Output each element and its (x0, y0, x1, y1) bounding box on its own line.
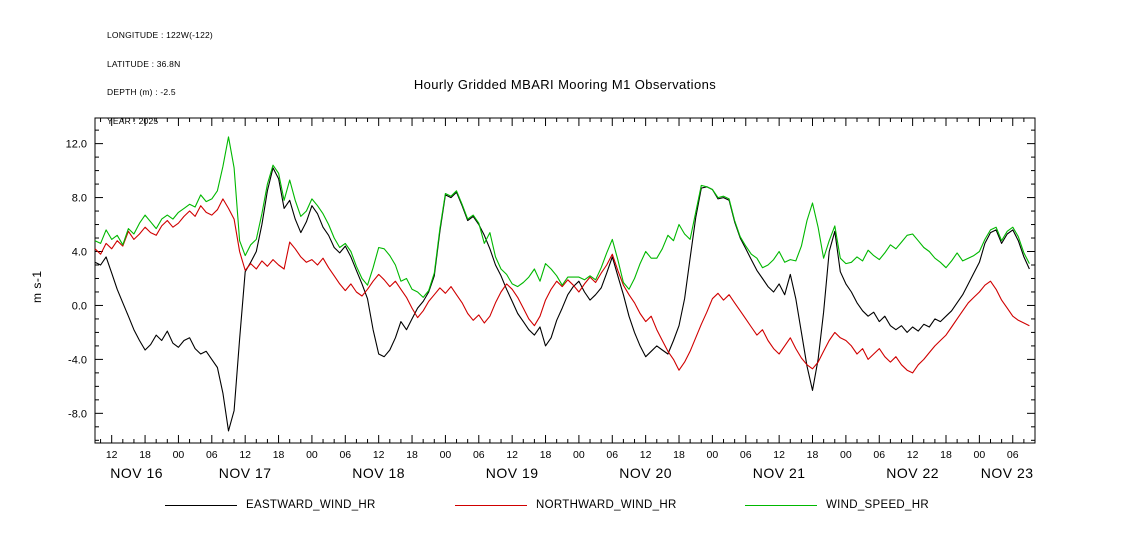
legend-label-northward: NORTHWARD_WIND_HR (536, 499, 677, 511)
x-tick-label: 12 (640, 449, 652, 461)
y-tick-label: 12.0 (66, 139, 87, 151)
y-tick-label: -8.0 (68, 408, 87, 420)
legend-item-eastward-wind: EASTWARD_WIND_HR (165, 499, 376, 511)
x-date-label: NOV 21 (753, 465, 806, 481)
legend: EASTWARD_WIND_HR NORTHWARD_WIND_HR WIND_… (0, 499, 1121, 519)
y-tick-label: -4.0 (68, 354, 87, 366)
x-tick-label: 06 (473, 449, 485, 461)
x-tick-label: 00 (840, 449, 852, 461)
x-tick-label: 06 (206, 449, 218, 461)
x-date-label: NOV 22 (886, 465, 939, 481)
x-tick-label: 18 (273, 449, 285, 461)
series-line-eastward_wind_hr (94, 167, 1030, 432)
x-date-label: NOV 23 (981, 465, 1034, 481)
x-date-label: NOV 17 (219, 465, 272, 481)
x-tick-label: 18 (807, 449, 819, 461)
series-line-wind_speed_hr (94, 136, 1030, 298)
legend-label-wind-speed: WIND_SPEED_HR (826, 499, 929, 511)
y-tick-label: 4.0 (72, 247, 87, 259)
x-date-label: NOV 20 (619, 465, 672, 481)
legend-item-wind-speed: WIND_SPEED_HR (745, 499, 929, 511)
x-date-label: NOV 16 (110, 465, 163, 481)
x-tick-label: 12 (506, 449, 518, 461)
legend-item-northward-wind: NORTHWARD_WIND_HR (455, 499, 677, 511)
meta-year: YEAR : 2025 (107, 115, 159, 126)
x-tick-label: 18 (139, 449, 151, 461)
x-tick-label: 18 (673, 449, 685, 461)
x-tick-label: 18 (540, 449, 552, 461)
x-tick-label: 00 (173, 449, 185, 461)
meta-latitude: LATITUDE : 36.8N (107, 58, 181, 69)
meta-longitude: LONGITUDE : 122W(-122) (107, 30, 213, 40)
series-line-northward_wind_hr (94, 198, 1030, 374)
plot-frame (94, 117, 1036, 444)
x-tick-label: 00 (306, 449, 318, 461)
x-date-label: NOV 18 (352, 465, 405, 481)
x-tick-label: 18 (940, 449, 952, 461)
y-tick-label: 8.0 (72, 193, 87, 205)
legend-line-swatch-eastward (165, 504, 237, 506)
legend-line-swatch-wind-speed (745, 504, 817, 506)
meta-depth: DEPTH (m) : -2.5 (107, 87, 176, 97)
chart-title: Hourly Gridded MBARI Mooring M1 Observat… (413, 77, 717, 92)
x-tick-label: 00 (573, 449, 585, 461)
metadata-block: LONGITUDE : 122W(-122) LATITUDE : 36.8N … (107, 12, 213, 145)
legend-label-eastward: EASTWARD_WIND_HR (246, 499, 376, 511)
x-tick-label: 12 (907, 449, 919, 461)
x-tick-label: 06 (873, 449, 885, 461)
x-tick-label: 12 (239, 449, 251, 461)
x-tick-label: 06 (339, 449, 351, 461)
x-tick-label: 00 (440, 449, 452, 461)
x-date-label: NOV 19 (486, 465, 539, 481)
x-tick-label: 06 (740, 449, 752, 461)
x-tick-label: 12 (773, 449, 785, 461)
x-tick-label: 00 (974, 449, 986, 461)
x-tick-label: 12 (106, 449, 118, 461)
x-tick-label: 18 (406, 449, 418, 461)
x-tick-label: 00 (707, 449, 719, 461)
y-tick-label: 0.0 (72, 300, 87, 312)
x-tick-label: 06 (606, 449, 618, 461)
x-tick-label: 12 (373, 449, 385, 461)
x-tick-label: 06 (1007, 449, 1019, 461)
legend-line-swatch-northward (455, 504, 527, 506)
